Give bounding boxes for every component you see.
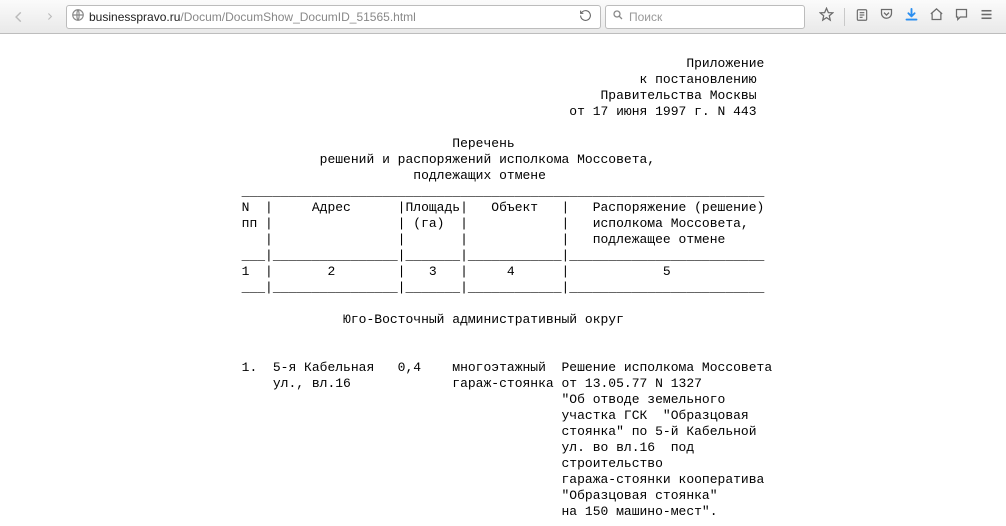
chat-icon[interactable] — [954, 7, 969, 26]
search-bar[interactable]: Поиск — [605, 5, 805, 29]
toolbar-separator — [844, 8, 845, 26]
search-placeholder: Поиск — [629, 10, 662, 24]
menu-icon[interactable] — [979, 7, 994, 26]
forward-button[interactable] — [36, 5, 62, 29]
reload-button[interactable] — [575, 9, 596, 25]
downloads-icon[interactable] — [904, 7, 919, 26]
document-body: Приложение к постановлению Правительства… — [234, 56, 772, 526]
globe-icon — [71, 8, 85, 25]
toolbar-actions — [809, 7, 1000, 26]
pocket-icon[interactable] — [879, 7, 894, 26]
url-text: businesspravo.ru/Docum/DocumShow_DocumID… — [89, 10, 571, 24]
search-icon — [612, 9, 624, 24]
bookmark-star-icon[interactable] — [819, 7, 834, 26]
back-button[interactable] — [6, 5, 32, 29]
url-bar[interactable]: businesspravo.ru/Docum/DocumShow_DocumID… — [66, 5, 601, 29]
reader-icon[interactable] — [855, 8, 869, 26]
home-icon[interactable] — [929, 7, 944, 26]
browser-toolbar: businesspravo.ru/Docum/DocumShow_DocumID… — [0, 0, 1006, 34]
page-content: Приложение к постановлению Правительства… — [0, 34, 1006, 526]
